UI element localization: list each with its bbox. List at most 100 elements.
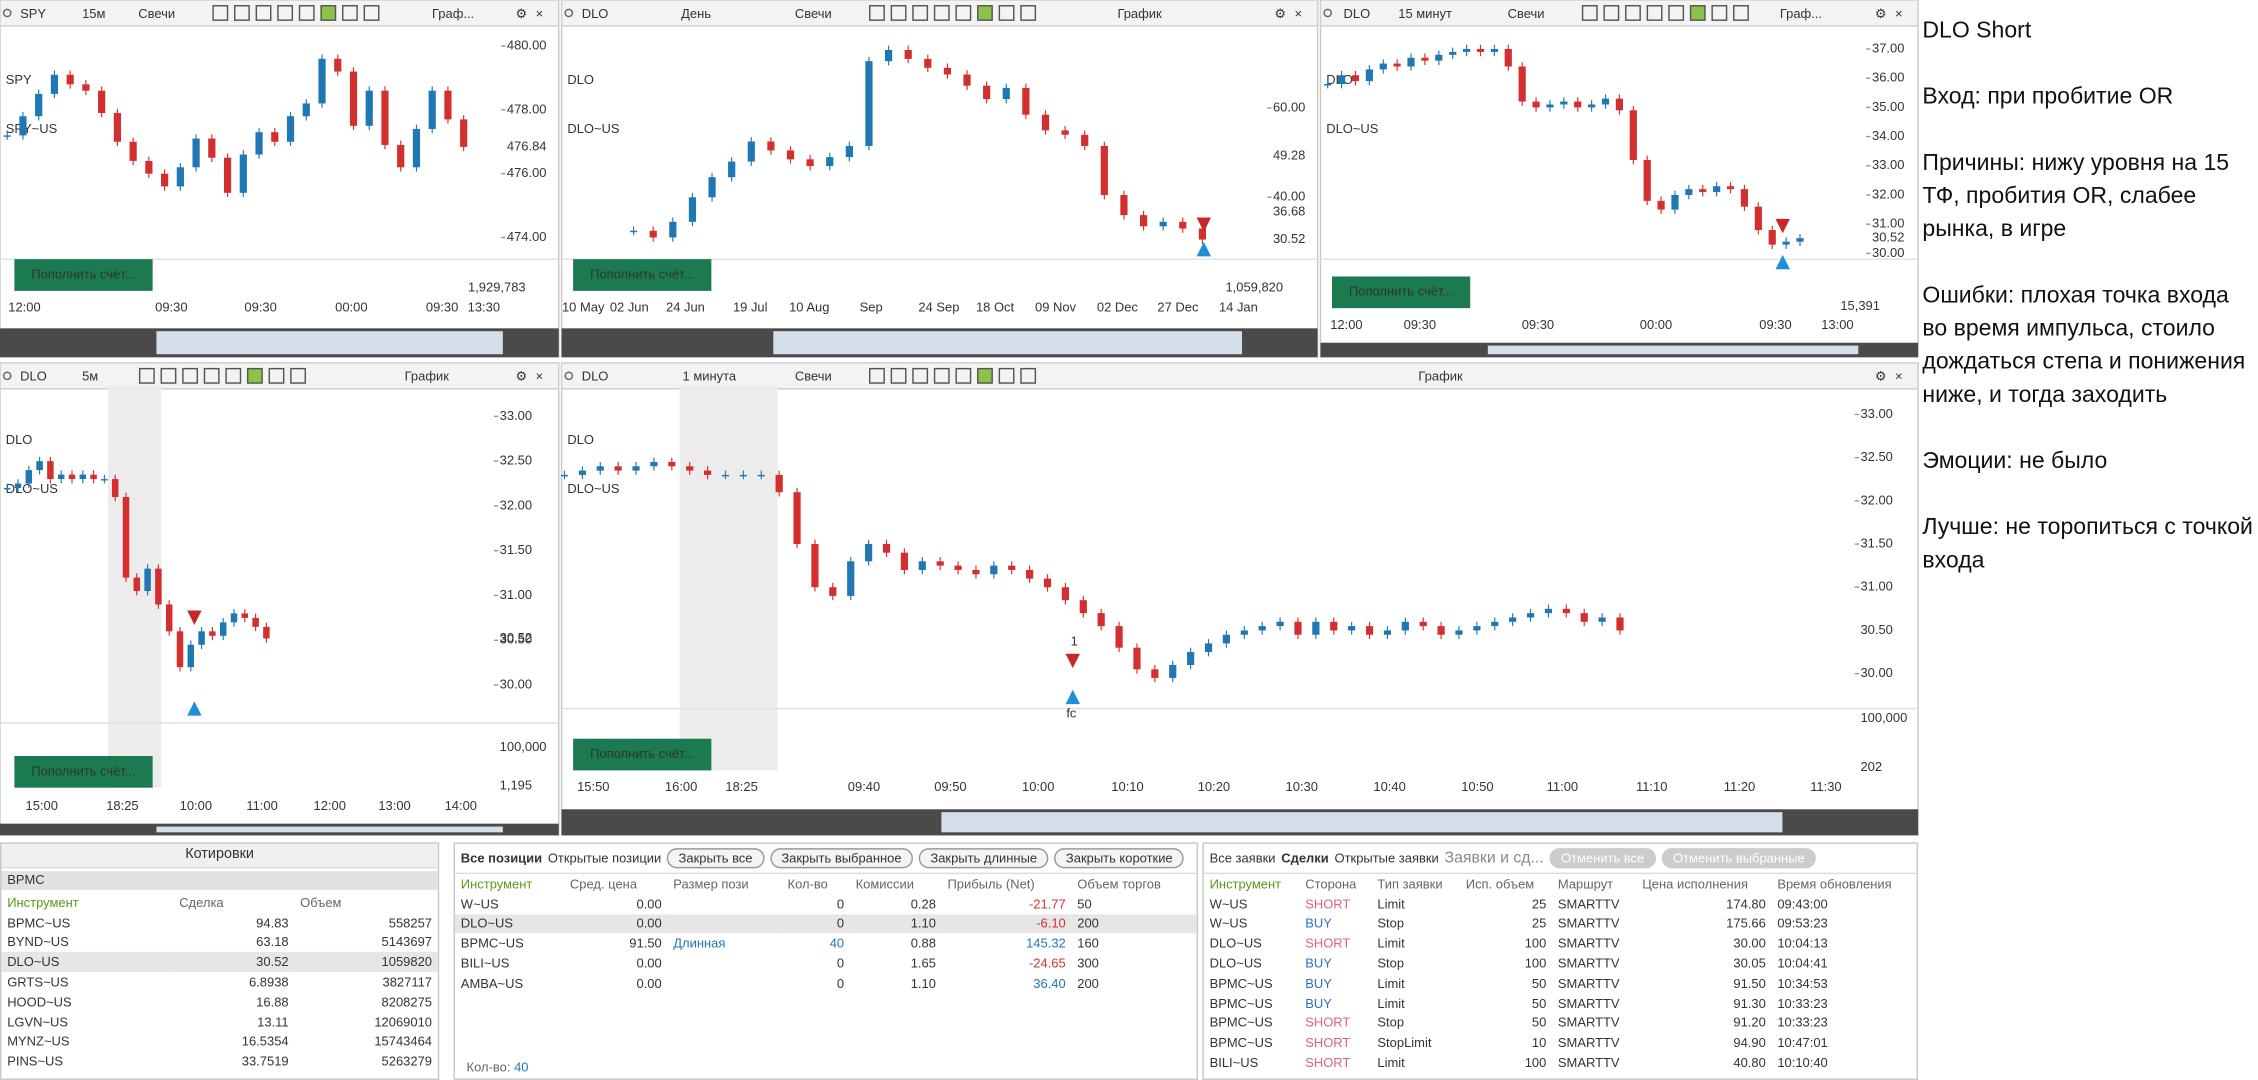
table-row[interactable]: HOOD~US 16.88 8208275 bbox=[1, 992, 437, 1012]
tool-button[interactable] bbox=[138, 367, 155, 384]
table-row[interactable]: LGVN~US 13.11 12069010 bbox=[1, 1012, 437, 1032]
action-button[interactable]: Закрыть выбранное bbox=[769, 848, 914, 869]
tool-button[interactable] bbox=[1646, 5, 1663, 21]
tool-button[interactable] bbox=[1625, 5, 1641, 21]
close-button[interactable]: × bbox=[536, 369, 544, 384]
tool-button[interactable] bbox=[1733, 5, 1749, 21]
table-row[interactable]: BPMC~US BUY Limit 50 SMARTTV 91.30 10:33:23 bbox=[1204, 993, 1917, 1013]
deposit-button[interactable] bbox=[573, 738, 712, 771]
deposit-button-label[interactable]: Пополнить счёт... bbox=[31, 266, 135, 281]
tab[interactable]: Сделки bbox=[1281, 851, 1329, 866]
column-header[interactable]: Тип заявки bbox=[1377, 876, 1443, 892]
tool-button[interactable] bbox=[1668, 5, 1685, 21]
close-button[interactable]: × bbox=[536, 6, 544, 21]
tool-button[interactable] bbox=[912, 5, 929, 21]
close-button[interactable]: × bbox=[1295, 6, 1303, 21]
table-row[interactable]: BYND~US 63.18 5143697 bbox=[1, 933, 437, 953]
tool-button[interactable] bbox=[955, 5, 972, 21]
tool-button[interactable] bbox=[203, 367, 220, 384]
gear-button[interactable]: ⚙ bbox=[516, 369, 528, 384]
table-row[interactable]: AMBA~US 0.00 0 1.10 36.40 200 bbox=[455, 973, 1197, 993]
tool-button[interactable] bbox=[298, 5, 315, 21]
tool-button[interactable] bbox=[1603, 5, 1620, 21]
deposit-button-label[interactable]: Пополнить счёт... bbox=[590, 266, 694, 281]
table-row[interactable]: DLO~US SHORT Limit 100 SMARTTV 30.00 10:04:13 bbox=[1204, 934, 1917, 954]
scrollbar-range[interactable] bbox=[941, 812, 1783, 833]
table-row[interactable]: BPMC~US SHORT Stop 50 SMARTTV 91.20 10:33:23 bbox=[1204, 1013, 1917, 1033]
tool-button[interactable] bbox=[182, 367, 199, 384]
tab[interactable]: Все позиции bbox=[460, 851, 543, 866]
tool-button[interactable] bbox=[998, 367, 1015, 384]
column-header[interactable]: Исп. объем bbox=[1465, 876, 1535, 892]
tab[interactable]: Открытые позиции bbox=[547, 851, 662, 866]
tool-button[interactable] bbox=[225, 367, 242, 384]
tool-button[interactable] bbox=[1581, 5, 1598, 21]
column-header[interactable]: Объем bbox=[300, 895, 342, 910]
tool-button[interactable] bbox=[890, 5, 907, 21]
action-button[interactable]: Закрыть длинные bbox=[918, 848, 1049, 869]
gear-button[interactable]: ⚙ bbox=[1875, 6, 1887, 21]
action-button[interactable]: Закрыть все bbox=[667, 848, 765, 869]
scrollbar-range[interactable] bbox=[773, 331, 1242, 355]
tool-button[interactable] bbox=[255, 5, 272, 21]
column-header[interactable]: Сред. цена bbox=[569, 876, 638, 892]
tool-button[interactable] bbox=[268, 367, 285, 384]
table-row[interactable]: BPMC~US SHORT StopLimit 10 SMARTTV 94.90 10:47… bbox=[1204, 1033, 1917, 1053]
tool-button[interactable] bbox=[234, 5, 250, 21]
tool-button[interactable] bbox=[212, 5, 229, 21]
column-header[interactable]: Время обновления bbox=[1777, 876, 1892, 892]
tab[interactable]: Заявки и сд... bbox=[1444, 849, 1544, 867]
gear-button[interactable]: ⚙ bbox=[516, 6, 528, 21]
tool-button[interactable] bbox=[1020, 367, 1037, 384]
table-row[interactable]: DLO~US 0.00 0 1.10 -6.10 200 bbox=[455, 913, 1197, 934]
close-button[interactable]: × bbox=[1895, 6, 1903, 21]
action-button[interactable]: Закрыть короткие bbox=[1054, 848, 1185, 869]
table-row[interactable]: PINS~US 33.7519 5263279 bbox=[1, 1052, 437, 1072]
tab[interactable]: Все заявки bbox=[1209, 851, 1276, 866]
scrollbar-range[interactable] bbox=[156, 331, 503, 355]
deposit-button[interactable] bbox=[573, 259, 712, 291]
table-row[interactable]: MYNZ~US 16.5354 15743464 bbox=[1, 1032, 437, 1052]
tool-button[interactable] bbox=[246, 367, 263, 384]
table-row[interactable]: BPMC~US 94.83 558257 bbox=[1, 913, 437, 933]
gear-button[interactable]: ⚙ bbox=[1875, 369, 1887, 384]
deposit-button-label[interactable]: Пополнить счёт... bbox=[1349, 284, 1453, 299]
scrollbar-range[interactable] bbox=[1487, 345, 1859, 355]
deposit-button[interactable] bbox=[1332, 276, 1471, 309]
search-box[interactable]: BPMC bbox=[1, 871, 438, 890]
tool-button[interactable] bbox=[277, 5, 294, 21]
tool-button[interactable] bbox=[933, 5, 950, 21]
table-row[interactable]: DLO~US BUY Stop 100 SMARTTV 30.05 10:04:41 bbox=[1204, 954, 1917, 974]
column-header[interactable]: Сторона bbox=[1305, 876, 1357, 892]
deposit-button-label[interactable]: Пополнить счёт... bbox=[590, 746, 694, 761]
tool-button[interactable] bbox=[320, 5, 337, 21]
deposit-button-label[interactable]: Пополнить счёт... bbox=[31, 763, 135, 778]
column-header[interactable]: Прибыль (Net) bbox=[947, 876, 1035, 892]
table-row[interactable]: BILI~US SHORT Limit 100 SMARTTV 40.80 10:10:40 bbox=[1204, 1053, 1917, 1073]
column-header[interactable]: Комиссии bbox=[855, 876, 914, 892]
action-button[interactable]: Отменить выбранные bbox=[1661, 848, 1817, 869]
tool-button[interactable] bbox=[977, 5, 993, 21]
tool-button[interactable] bbox=[363, 5, 380, 21]
tool-button[interactable] bbox=[1020, 5, 1037, 21]
table-row[interactable]: W~US SHORT Limit 25 SMARTTV 174.80 09:43:00 bbox=[1204, 894, 1917, 914]
tool-button[interactable] bbox=[1711, 5, 1728, 21]
table-row[interactable]: W~US BUY Stop 25 SMARTTV 175.66 09:53:23 bbox=[1204, 914, 1917, 934]
tool-button[interactable] bbox=[998, 5, 1015, 21]
gear-button[interactable]: ⚙ bbox=[1274, 6, 1286, 21]
tool-button[interactable] bbox=[869, 5, 885, 21]
column-header[interactable]: Инструмент bbox=[7, 895, 79, 910]
column-header[interactable]: Инструмент bbox=[1209, 876, 1282, 892]
close-button[interactable]: × bbox=[1895, 369, 1903, 384]
column-header[interactable]: Объем торгов bbox=[1077, 876, 1161, 892]
action-button[interactable]: Отменить все bbox=[1549, 848, 1656, 869]
tool-button[interactable] bbox=[912, 367, 929, 384]
tool-button[interactable] bbox=[290, 367, 307, 384]
column-header[interactable]: Маршрут bbox=[1557, 876, 1614, 892]
table-row[interactable]: W~US 0.00 0 0.28 -21.77 50 bbox=[455, 894, 1197, 914]
tool-button[interactable] bbox=[869, 367, 885, 384]
column-header[interactable]: Сделка bbox=[179, 895, 224, 910]
column-header[interactable]: Размер пози bbox=[673, 876, 749, 892]
deposit-button[interactable] bbox=[14, 756, 153, 788]
tool-button[interactable] bbox=[160, 367, 177, 384]
